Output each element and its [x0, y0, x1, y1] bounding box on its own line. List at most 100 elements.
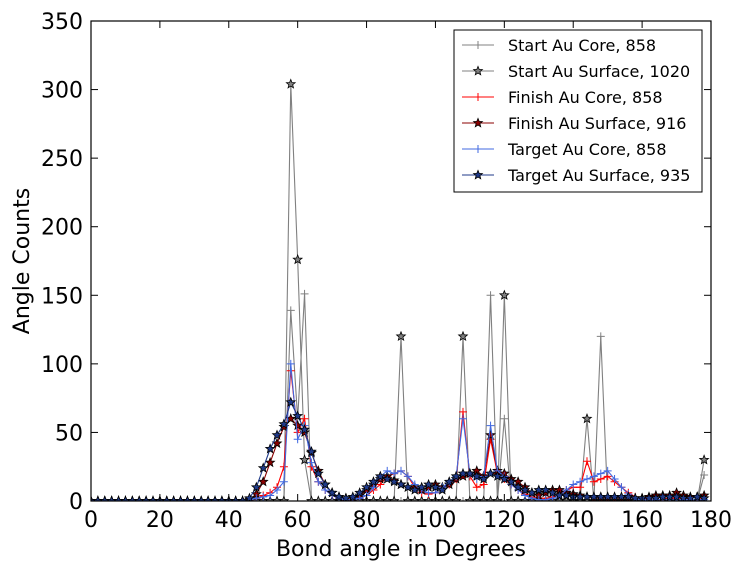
data-point: [583, 475, 591, 484]
data-point: [279, 477, 288, 486]
data-point: [459, 497, 467, 501]
data-point: [237, 495, 248, 501]
data-point: [285, 396, 297, 407]
x-tick-label: 100: [414, 508, 456, 533]
x-tick-label: 40: [215, 508, 243, 533]
y-tick-label: 150: [41, 284, 83, 309]
data-point: [264, 443, 276, 454]
data-point: [340, 492, 352, 501]
data-point: [617, 483, 626, 492]
data-point: [312, 467, 324, 479]
x-tick-label: 180: [690, 508, 732, 533]
data-point: [388, 476, 400, 487]
data-point: [540, 484, 552, 495]
data-point: [534, 495, 543, 501]
legend-label: Finish Au Surface, 916: [508, 114, 686, 133]
data-point: [512, 481, 524, 492]
data-point: [388, 495, 400, 501]
data-point: [459, 414, 467, 423]
data-point: [278, 418, 290, 429]
data-point: [526, 487, 538, 498]
y-axis-title: Angle Counts: [10, 188, 35, 334]
x-tick-label: 120: [483, 508, 525, 533]
data-point: [583, 457, 591, 466]
x-tick-label: 140: [552, 508, 594, 533]
data-point: [424, 488, 433, 497]
x-axis-title: Bond angle in Degrees: [276, 537, 526, 562]
data-point: [397, 497, 405, 501]
data-point: [519, 484, 531, 495]
data-point: [403, 472, 412, 481]
legend-marker: [474, 41, 482, 49]
data-point: [326, 487, 338, 498]
series-line: [91, 293, 705, 501]
data-point: [596, 469, 605, 478]
data-point: [589, 472, 598, 481]
data-point: [409, 484, 421, 495]
data-point: [622, 491, 634, 501]
data-point: [459, 407, 467, 416]
data-point: [347, 491, 359, 501]
data-point: [244, 492, 255, 501]
data-point: [450, 495, 462, 501]
data-point: [486, 291, 495, 300]
data-point: [603, 466, 612, 475]
data-point: [423, 478, 434, 490]
legend-label: Target Au Surface, 935: [507, 166, 690, 185]
data-point: [369, 483, 378, 492]
data-point: [492, 495, 503, 501]
data-point: [479, 480, 488, 489]
data-point: [257, 462, 269, 473]
data-point: [486, 421, 495, 430]
data-point: [278, 495, 290, 501]
data-point: [395, 330, 407, 342]
y-tick-label: 250: [41, 147, 83, 172]
x-tick-label: 0: [84, 508, 98, 533]
data-point: [376, 480, 385, 489]
legend-marker: [474, 93, 482, 101]
data-point: [257, 476, 269, 487]
data-point: [430, 481, 441, 492]
data-point: [472, 483, 481, 492]
x-tick-label: 160: [621, 508, 663, 533]
data-point: [264, 456, 276, 468]
data-point: [306, 445, 317, 457]
legend-marker: [472, 117, 484, 128]
data-point: [450, 470, 462, 481]
legend-marker: [474, 145, 482, 153]
data-point: [691, 491, 703, 501]
data-point: [610, 475, 619, 484]
x-tick-label: 80: [353, 508, 381, 533]
data-point: [285, 78, 297, 89]
data-point: [471, 470, 483, 481]
plot-frame: [90, 20, 712, 502]
data-point: [581, 413, 593, 424]
data-point: [321, 486, 330, 495]
data-point: [533, 484, 545, 495]
data-point: [293, 435, 302, 444]
data-point: [292, 419, 304, 431]
data-point: [381, 473, 393, 484]
data-point: [541, 495, 550, 501]
series-5: [91, 396, 710, 501]
legend-label: Finish Au Core, 858: [508, 88, 663, 107]
data-point: [402, 481, 414, 492]
legend-marker: [472, 169, 484, 180]
data-point: [314, 477, 323, 486]
data-point: [500, 414, 509, 423]
legend-label: Target Au Core, 858: [507, 140, 667, 159]
data-point: [397, 466, 405, 475]
y-tick-label: 350: [41, 10, 83, 35]
data-point: [478, 473, 490, 484]
data-point: [698, 454, 710, 465]
data-point: [273, 486, 281, 495]
data-point: [457, 330, 469, 342]
data-point: [286, 306, 295, 315]
data-point: [576, 477, 585, 486]
data-point: [279, 462, 288, 471]
y-tick-label: 50: [55, 421, 83, 446]
data-point: [374, 470, 386, 481]
data-point: [671, 491, 682, 501]
